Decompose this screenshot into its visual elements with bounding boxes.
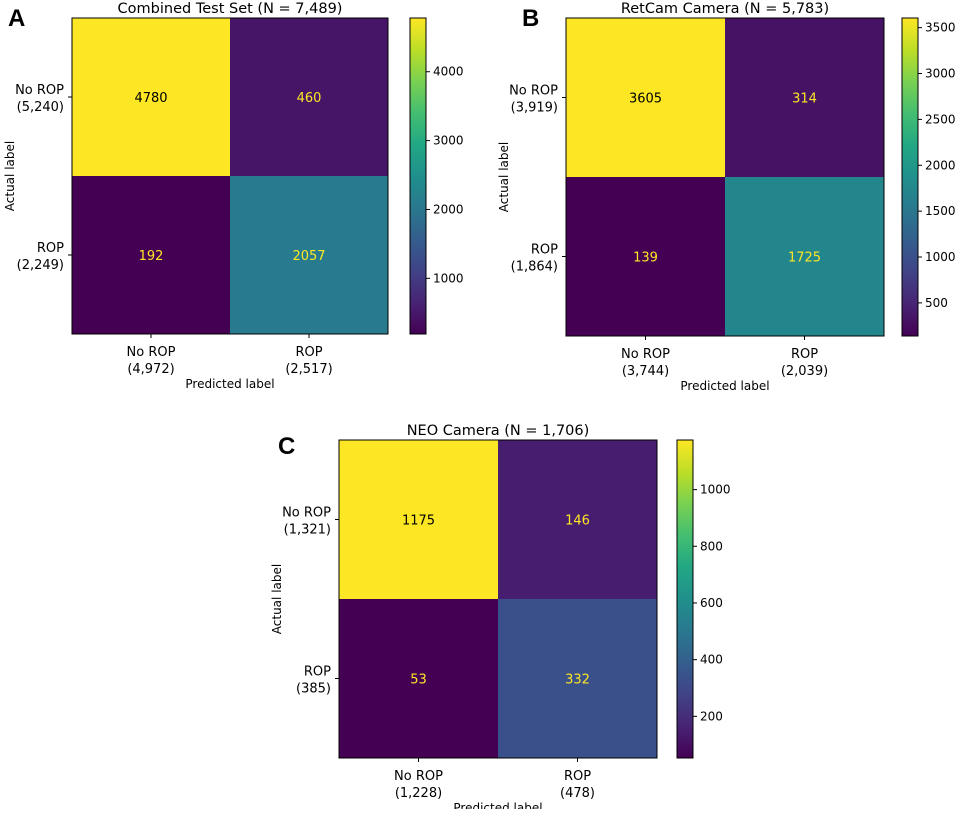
y-tick-label: No ROP (1,321) — [282, 506, 331, 538]
x-tick-label: No ROP (4,972) — [127, 345, 176, 377]
matrix-border — [71, 17, 389, 335]
y-tick-label: ROP (1,864) — [511, 243, 559, 275]
x-tick-line: (2,517) — [285, 362, 332, 377]
colorbar-tick-label: 3000 — [433, 134, 464, 148]
colorbar-tick-label: 600 — [700, 596, 723, 610]
colorbar — [676, 439, 694, 759]
chart-title: RetCam Camera (N = 5,783) — [621, 1, 829, 17]
matrix-cell — [339, 440, 498, 599]
matrix-border — [338, 439, 658, 759]
colorbar-tick-label: 1000 — [433, 271, 464, 285]
y-axis-label: Actual label — [3, 141, 17, 211]
cell-value-label: 4780 — [134, 91, 167, 106]
panel-letter: A — [8, 5, 25, 32]
cell-value-label: 332 — [565, 673, 590, 688]
panel-a: A Combined Test Set (N = 7,489) 4780 460 192… — [3, 1, 464, 391]
y-tick-label: ROP (385) — [296, 665, 331, 697]
y-tick-line: No ROP — [509, 84, 558, 99]
colorbar-tick-label: 500 — [925, 296, 948, 310]
x-tick-line: (478) — [560, 786, 595, 801]
matrix-border — [565, 17, 885, 337]
x-tick-label: ROP (478) — [560, 769, 595, 801]
cell-value-label: 146 — [565, 514, 590, 529]
x-tick-label: ROP (2,517) — [285, 345, 332, 377]
x-tick-line: (4,972) — [127, 362, 174, 377]
matrix-cell — [72, 18, 230, 176]
cell-value-label: 1175 — [402, 514, 435, 529]
y-tick-line: (3,919) — [511, 101, 558, 116]
matrix-cell — [339, 599, 498, 758]
x-tick-label: No ROP (3,744) — [621, 347, 670, 379]
matrix-cell — [230, 18, 388, 176]
x-tick-line: ROP — [564, 769, 591, 784]
colorbar-tick-label: 2000 — [433, 202, 464, 216]
cell-value-label: 1725 — [788, 251, 821, 266]
y-tick-line: ROP — [531, 243, 558, 258]
panel-c: C NEO Camera (N = 1,706) 1175 146 53 332 No RO… — [270, 423, 731, 813]
x-tick-line: No ROP — [394, 769, 443, 784]
colorbar-tick-label: 2000 — [925, 158, 956, 172]
colorbar-tick-label: 1500 — [925, 204, 956, 218]
x-tick-line: No ROP — [621, 347, 670, 362]
x-tick-label: ROP (2,039) — [781, 347, 828, 379]
cell-value-label: 2057 — [292, 249, 325, 264]
cell-value-label: 314 — [792, 92, 817, 107]
matrix-cell — [566, 18, 725, 177]
colorbar-tick-label: 200 — [700, 709, 723, 723]
y-tick-line: No ROP — [15, 83, 64, 98]
cell-value-label: 460 — [297, 91, 322, 106]
y-axis-label: Actual label — [497, 142, 511, 212]
cell-value-label: 3605 — [629, 92, 662, 107]
matrix-cell — [725, 18, 884, 177]
colorbar-tick-label: 400 — [700, 653, 723, 667]
y-tick-label: No ROP (3,919) — [509, 84, 558, 116]
y-tick-line: (5,240) — [17, 100, 64, 115]
colorbar-tick-label: 3500 — [925, 21, 956, 35]
matrix-cell — [230, 176, 388, 334]
y-tick-line: (2,249) — [17, 258, 64, 273]
colorbar-tick-label: 800 — [700, 539, 723, 553]
colorbar-tick-label: 1000 — [925, 250, 956, 264]
x-axis-label: Predicted label — [680, 379, 769, 393]
colorbar-tick-label: 2500 — [925, 112, 956, 126]
y-tick-line: (385) — [296, 682, 331, 697]
chart-title: Combined Test Set (N = 7,489) — [118, 1, 343, 17]
y-tick-label: ROP (2,249) — [17, 241, 65, 273]
y-tick-line: ROP — [37, 241, 64, 256]
matrix-cell — [725, 177, 884, 336]
colorbar-tick-label: 3000 — [925, 67, 956, 81]
x-tick-line: ROP — [295, 345, 322, 360]
colorbar-tick-label: 1000 — [700, 483, 731, 497]
y-tick-label: No ROP (5,240) — [15, 83, 64, 115]
matrix-cell — [566, 177, 725, 336]
matrix-cell — [498, 599, 657, 758]
x-tick-line: (2,039) — [781, 364, 828, 379]
matrix-cell — [498, 440, 657, 599]
x-tick-line: No ROP — [127, 345, 176, 360]
chart-title: NEO Camera (N = 1,706) — [407, 423, 590, 439]
cell-value-label: 53 — [410, 673, 427, 688]
y-tick-line: ROP — [304, 665, 331, 680]
x-tick-line: (1,228) — [395, 786, 442, 801]
y-axis-label: Actual label — [270, 564, 284, 634]
colorbar — [409, 17, 427, 335]
x-axis-label: Predicted label — [185, 377, 274, 391]
colorbar — [901, 17, 919, 337]
x-axis-label: Predicted label — [453, 801, 542, 809]
panel-letter: C — [278, 433, 295, 460]
panel-letter: B — [522, 5, 539, 32]
matrix-cell — [72, 176, 230, 334]
x-tick-line: (3,744) — [622, 364, 669, 379]
colorbar-tick-label: 4000 — [433, 65, 464, 79]
y-tick-line: (1,864) — [511, 260, 558, 275]
cell-value-label: 192 — [139, 249, 164, 264]
y-tick-line: (1,321) — [284, 523, 331, 538]
cell-value-label: 139 — [633, 251, 658, 266]
panel-b: B RetCam Camera (N = 5,783) 3605 314 139 1725… — [497, 1, 956, 393]
x-tick-line: ROP — [791, 347, 818, 362]
y-tick-line: No ROP — [282, 506, 331, 521]
x-tick-label: No ROP (1,228) — [394, 769, 443, 801]
